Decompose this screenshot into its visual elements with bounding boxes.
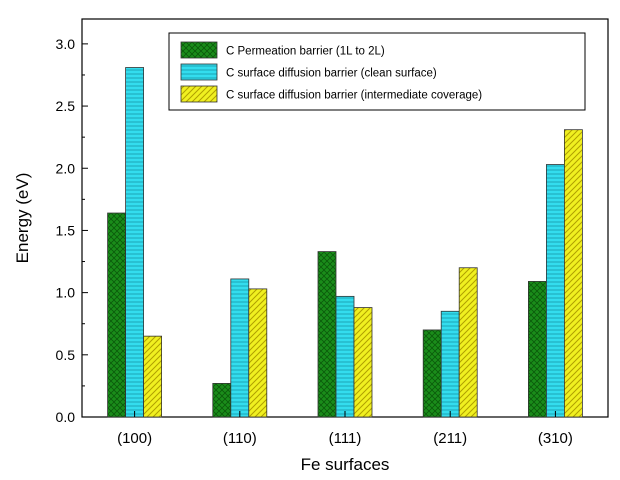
x-tick-label: (110) <box>223 430 257 447</box>
legend-swatch <box>180 63 218 81</box>
x-tick-label: (211) <box>433 430 467 447</box>
bar-2-3 <box>335 295 355 418</box>
bar-2-2 <box>230 278 250 418</box>
legend-swatch <box>180 41 218 59</box>
x-axis: (100) (110) (111) (211) (310) <box>117 411 573 447</box>
x-tick-label: (310) <box>538 430 573 447</box>
legend-swatch <box>180 85 218 103</box>
y-tick-label: 1.5 <box>56 222 76 238</box>
legend-frame <box>168 32 586 111</box>
y-axis: 0.0 0.5 1.0 1.5 2.0 2.5 3.0 <box>56 36 88 425</box>
legend-label: C Permeation barrier (1L to 2L) <box>226 46 385 58</box>
y-tick-label: 2.5 <box>56 98 76 114</box>
legend-label: C surface diffusion barrier (intermediat… <box>226 90 482 102</box>
bar-1-5 <box>528 281 547 418</box>
bar-1-4 <box>422 329 442 418</box>
y-tick-label: 1.0 <box>56 285 76 301</box>
x-tick-label: (100) <box>117 430 152 447</box>
bar-2-1 <box>125 67 144 418</box>
y-tick-label: 2.0 <box>56 160 76 176</box>
y-axis-title: Energy (eV) <box>13 173 32 264</box>
bar-2-5 <box>546 164 565 418</box>
bars-group <box>107 67 583 418</box>
x-tick-label: (111) <box>329 430 362 447</box>
y-tick-label: 3.0 <box>56 36 76 52</box>
legend: C Permeation barrier (1L to 2L) C surface… <box>168 32 586 111</box>
bar-1-1 <box>107 212 126 418</box>
bar-3-2 <box>248 288 268 418</box>
y-tick-label: 0.5 <box>56 347 76 363</box>
legend-label: C surface diffusion barrier (clean surfa… <box>226 68 437 80</box>
bar-3-5 <box>564 129 583 418</box>
bar-3-3 <box>353 307 373 418</box>
x-axis-title: Fe surfaces <box>301 455 390 474</box>
bar-1-2 <box>212 383 232 418</box>
bar-3-1 <box>143 335 163 418</box>
bar-3-4 <box>458 267 478 418</box>
y-tick-label: 0.0 <box>56 409 76 425</box>
bar-1-3 <box>317 251 337 418</box>
bar-2-4 <box>440 310 460 418</box>
